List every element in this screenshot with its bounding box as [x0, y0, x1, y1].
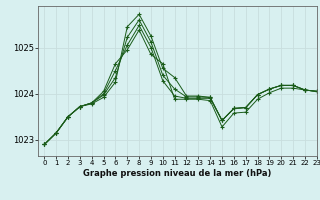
X-axis label: Graphe pression niveau de la mer (hPa): Graphe pression niveau de la mer (hPa): [84, 169, 272, 178]
